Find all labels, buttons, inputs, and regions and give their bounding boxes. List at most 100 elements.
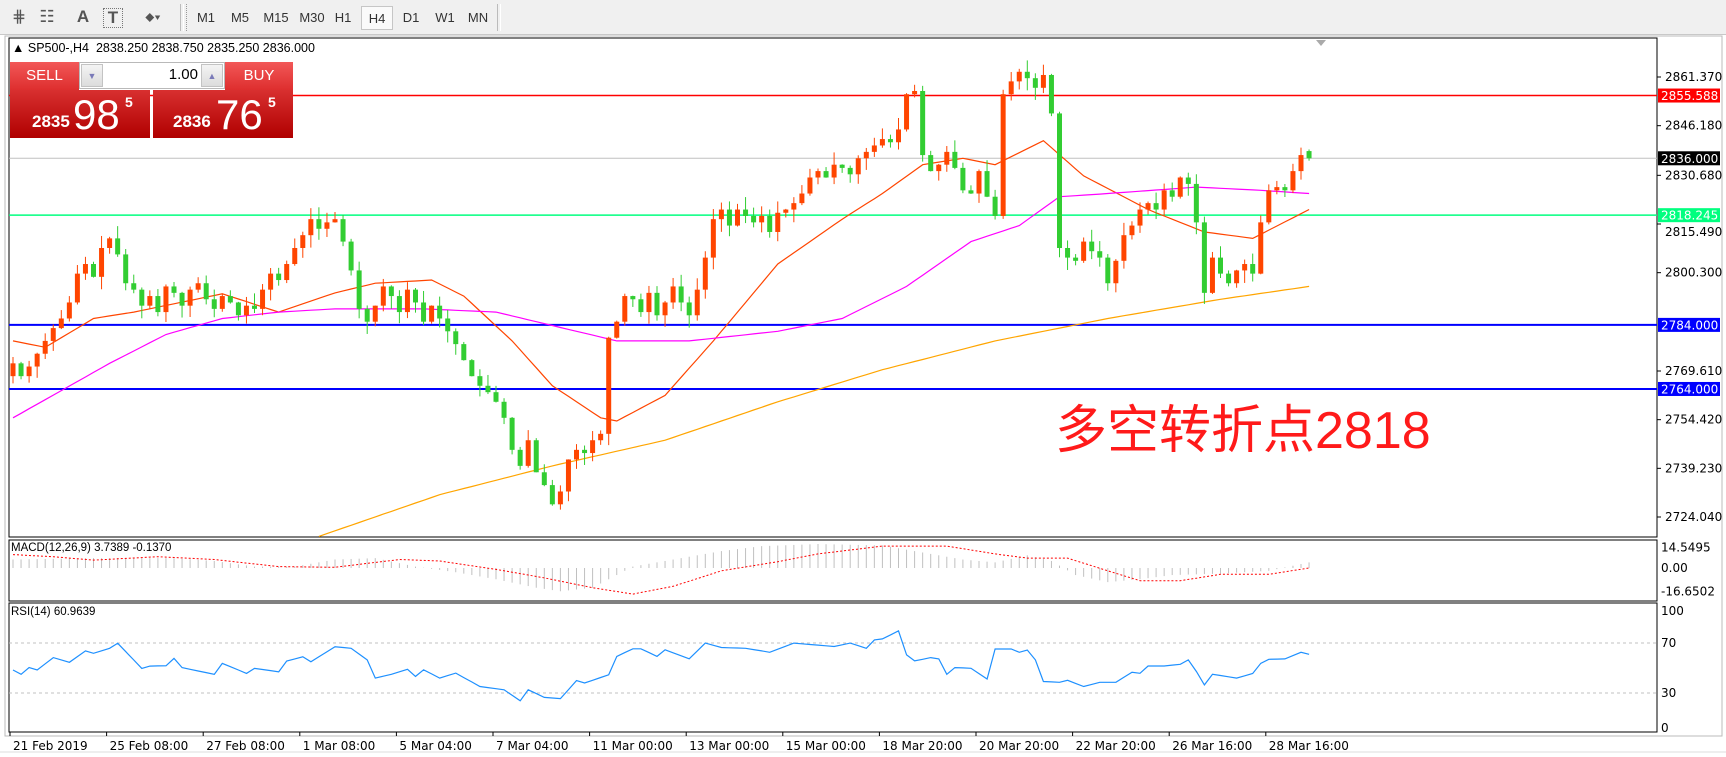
price-label-box-current	[1658, 151, 1720, 166]
candle-bull	[710, 219, 716, 258]
buy-price-fraction: 5	[268, 94, 276, 110]
candle-bull	[34, 353, 40, 367]
candle-bear	[115, 238, 121, 255]
candle-bear	[638, 299, 644, 313]
text-icon[interactable]: A	[76, 7, 90, 26]
candle-bull	[646, 292, 652, 313]
chart-window-border	[4, 35, 1723, 737]
candle-bull	[372, 305, 378, 322]
timeframe-m5[interactable]: M5	[230, 10, 250, 25]
candle-bear	[1057, 113, 1062, 248]
candle-bull	[976, 171, 982, 194]
candle-bull	[1113, 260, 1119, 284]
candle-bull	[58, 318, 64, 329]
candle-bear	[235, 302, 241, 316]
timeframe-mn[interactable]: MN	[467, 10, 489, 25]
price-axis-label: 2830.680	[1665, 168, 1722, 182]
candle-bear	[1218, 257, 1223, 274]
candle-bull	[260, 289, 266, 309]
candle-bear	[123, 254, 129, 284]
candle-bear	[1282, 187, 1288, 191]
candle-bull	[1242, 264, 1248, 271]
candle-bull	[324, 222, 330, 229]
pivot-annotation: 多空转折点2818	[1055, 402, 1431, 460]
candle-bear	[493, 392, 499, 402]
candle-bear	[751, 215, 757, 223]
rsi-axis-label: 0	[1661, 721, 1669, 735]
candle-bear	[1169, 190, 1175, 197]
legend-collapse-icon[interactable]: ▲	[12, 41, 28, 55]
timeframe-h4[interactable]: H4	[361, 6, 393, 30]
timeframe-m15[interactable]: M15	[263, 10, 289, 25]
candle-bull	[896, 129, 901, 143]
buy-button[interactable]: BUY	[225, 62, 293, 90]
candle-bull	[187, 289, 193, 306]
candle-bull	[10, 363, 16, 377]
buy-price-pips: 76	[216, 91, 263, 138]
candle-bull	[82, 264, 88, 274]
candle-bear	[1032, 78, 1038, 88]
sell-button[interactable]: SELL	[10, 62, 79, 90]
candle-bull	[195, 283, 201, 290]
candle-bear	[1193, 183, 1199, 223]
candle-bear	[356, 270, 362, 309]
time-axis-label: 15 Mar 00:00	[786, 739, 866, 753]
timeframe-h1[interactable]: H1	[334, 10, 352, 25]
time-axis-label: 11 Mar 00:00	[593, 739, 673, 753]
candle-bull	[332, 219, 338, 223]
buy-price-button[interactable]: 2836 76 5	[153, 90, 293, 138]
rsi-pane	[8, 602, 1658, 733]
candle-bull	[775, 212, 781, 232]
candle-bull	[1209, 257, 1215, 293]
lot-increase-icon[interactable]: ▲	[201, 64, 223, 87]
candle-bear	[630, 296, 636, 300]
candle-bear	[461, 344, 467, 361]
time-axis-label: 25 Feb 08:00	[110, 739, 189, 753]
candle-bull	[815, 171, 821, 178]
candle-bear	[211, 299, 217, 309]
candle-bear	[364, 308, 370, 322]
candle-bear	[767, 215, 773, 232]
candle-bull	[1290, 171, 1296, 191]
toolbar-grip[interactable]	[186, 4, 189, 31]
timeframe-d1[interactable]: D1	[402, 10, 420, 25]
candle-bear	[726, 209, 732, 226]
lot-decrease-icon[interactable]: ▼	[81, 64, 103, 87]
time-axis-label: 7 Mar 04:00	[496, 739, 569, 753]
text-label-icon[interactable]: T	[103, 8, 123, 28]
candle-bull	[783, 209, 789, 213]
candle-bear	[445, 318, 451, 332]
candle-bear	[968, 190, 974, 194]
price-label-pivot: 2818.245	[1661, 209, 1718, 223]
timeframe-m1[interactable]: M1	[196, 10, 216, 25]
candle-bear	[171, 286, 177, 293]
arrows-dropdown-icon[interactable]: ⬥▾	[145, 9, 161, 24]
fibonacci-fan-icon[interactable]: ☷	[39, 7, 55, 26]
legend-ohlc: 2838.250 2838.750 2835.250 2836.000	[95, 41, 315, 55]
candle-bear	[179, 292, 185, 306]
candle-bull	[694, 289, 700, 316]
candle-bear	[413, 289, 418, 303]
candle-bear	[348, 241, 354, 271]
candle-bull	[855, 158, 861, 175]
fibonacci-expansion-icon[interactable]: ⋕	[11, 7, 27, 26]
macd-axis-label: -16.6502	[1661, 584, 1715, 598]
candle-bull	[1177, 177, 1183, 197]
price-label-box-support	[1658, 381, 1720, 396]
timeframe-m30[interactable]: M30	[299, 10, 325, 25]
candle-bull	[807, 177, 813, 194]
lot-size-input[interactable]: ▼ 1.00 ▲	[79, 62, 225, 89]
timeframe-w1[interactable]: W1	[435, 10, 455, 25]
lot-value[interactable]: 1.00	[168, 66, 198, 83]
macd-axis-label: 14.5495	[1661, 540, 1711, 554]
candle-bull	[1258, 222, 1264, 274]
chart-shift-marker-icon	[1316, 40, 1326, 46]
candle-bear	[396, 296, 402, 313]
sell-price-button[interactable]: 2835 98 5	[10, 90, 150, 138]
candle-bull	[904, 94, 910, 130]
sell-price-prefix: 2835	[32, 112, 70, 131]
candle-bull	[66, 302, 72, 319]
price-axis-label: 2739.230	[1665, 461, 1722, 475]
candle-bear	[453, 331, 459, 345]
